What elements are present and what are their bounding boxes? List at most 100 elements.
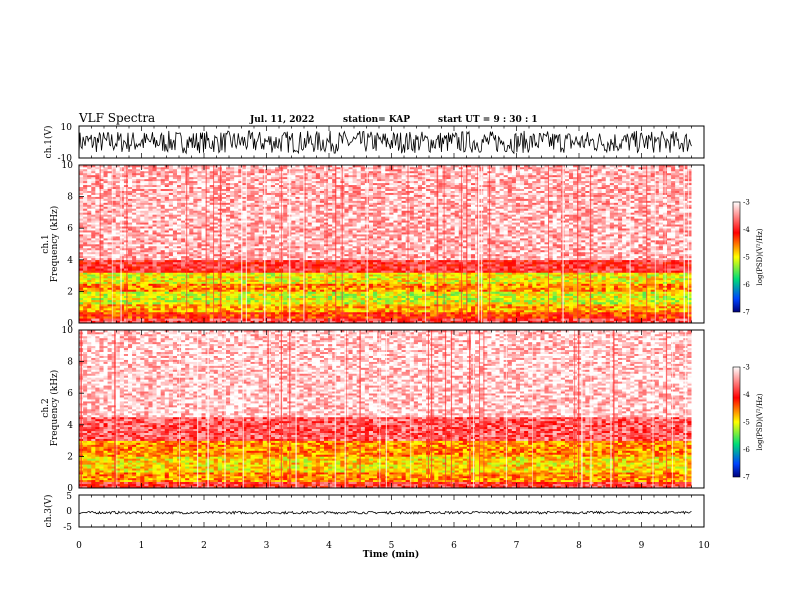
ch1-spectrogram-cell — [168, 291, 174, 294]
ch1-spectrogram-cell — [373, 301, 378, 305]
ch1-spectrogram-cell — [491, 283, 496, 286]
ch1-spectrogram-cell — [634, 283, 639, 286]
ch1-spectrogram-cell — [573, 287, 578, 290]
ch1-spectrogram-cell — [181, 287, 186, 290]
ch1-spectrogram-cell — [581, 307, 586, 311]
ch1-spectrogram-cell — [589, 285, 594, 288]
ch1-spectrogram-cell — [111, 279, 117, 282]
ch1-spectrogram-cell — [132, 274, 137, 277]
ch1-spectrogram-cell — [352, 261, 357, 265]
ch1-spectrogram-cell — [344, 277, 349, 281]
ch1-spectrogram-cell — [650, 272, 656, 275]
ch1-spectrogram-cell — [650, 270, 656, 273]
ch1-spectrogram-cell — [307, 266, 313, 269]
ch1-spectrogram-cell — [524, 320, 529, 324]
ch1-spectrogram-cell — [581, 259, 586, 263]
ch1-spectrogram-cell — [119, 297, 125, 301]
ch1-spectrogram-cell — [128, 272, 133, 275]
ch1-spectrogram-cell — [99, 289, 104, 292]
ch1-spectrogram-cell — [238, 295, 243, 299]
ch1-spectrogram-cell — [609, 304, 615, 307]
ch1-spectrogram-cell — [409, 281, 415, 284]
ch1-spectrogram-cell — [630, 291, 635, 294]
ch1-spectrogram-cell — [226, 272, 231, 275]
ch1-spectrogram-cell — [164, 289, 170, 292]
ch1-spectrogram-cell — [589, 276, 594, 279]
ch1-spectrogram-cell — [230, 266, 235, 269]
ch1-spectrogram-cell — [123, 287, 129, 290]
ch1-spectrogram-cell — [618, 309, 623, 313]
ch1-spectrogram-cell — [266, 261, 272, 265]
ch1-spectrogram-cell — [103, 289, 108, 292]
ch1-spectrogram-cell — [389, 295, 394, 299]
ch1-spectrogram-cell — [422, 264, 427, 267]
ch1-spectrogram-cell — [181, 293, 186, 296]
ch1-spectrogram-cell — [434, 264, 439, 267]
ch1-spectrogram-cell — [303, 320, 308, 324]
ch1-spectrogram-cell — [295, 306, 300, 309]
ch1-spectrogram-cell — [613, 320, 619, 324]
ch1-spectrogram-cell — [197, 314, 202, 317]
ch1-spectrogram-cell — [315, 306, 321, 309]
ch1-spectrogram-cell — [197, 318, 202, 321]
ch1-spectrogram-cell — [87, 301, 92, 305]
ch1-spectrogram-cell — [270, 318, 276, 321]
ch1-spectrogram-cell — [556, 266, 562, 269]
ch1-spectrogram-cell — [613, 291, 619, 294]
ch1-spectrogram-cell — [152, 295, 157, 299]
ch1-spectrogram-cell — [156, 320, 161, 324]
ch1-spectrogram-cell — [344, 320, 349, 324]
ch1-spectrogram-cell — [495, 261, 500, 265]
ch1-spectrogram-cell — [654, 307, 660, 311]
ch1-spectrogram-cell — [462, 318, 468, 321]
ch1-spectrogram-cell — [103, 270, 108, 273]
ch1-spectrogram-cell — [687, 272, 692, 275]
ch1-spectrogram-cell — [389, 314, 394, 317]
ch1-spectrogram-cell — [658, 257, 664, 261]
ch1-spectrogram-cell — [254, 285, 259, 288]
ch1-spectrogram-cell — [368, 281, 374, 284]
ch1-spectrogram-cell — [226, 270, 231, 273]
ch1-spectrogram-cell — [156, 266, 161, 269]
ch1-spectrogram-cell — [152, 268, 157, 271]
ch1-spectrogram-cell — [266, 318, 272, 321]
ch1-spectrogram-cell — [160, 264, 166, 267]
ch1-spectrogram-cell — [618, 311, 623, 315]
ch1-spectrogram-cell — [177, 274, 182, 277]
ch1-spectrogram-cell — [352, 293, 357, 296]
ch1-spectrogram-cell — [311, 259, 317, 263]
ch1-spectrogram-cell — [344, 316, 349, 319]
ch1-spectrogram-cell — [389, 287, 394, 290]
ch1-spectrogram-cell — [389, 304, 394, 307]
ch1-spectrogram-cell — [683, 299, 688, 303]
ch1-spectrogram-cell — [205, 253, 210, 257]
ch1-spectrogram-cell — [593, 268, 598, 271]
ch1-spectrogram-cell — [389, 274, 394, 277]
ch1-spectrogram-cell — [258, 268, 264, 271]
ch1-spectrogram-cell — [307, 264, 313, 267]
ch1-spectrogram-cell — [671, 299, 676, 303]
ch1-spectrogram-cell — [511, 276, 517, 279]
ch1-spectrogram-cell — [381, 291, 386, 294]
ch1-spectrogram-cell — [581, 293, 586, 296]
ch1-spectrogram-cell — [434, 318, 439, 321]
ch1-spectrogram-cell — [270, 291, 276, 294]
ch1-spectrogram-cell — [283, 291, 288, 294]
ch1-spectrogram-cell — [246, 287, 251, 290]
ch1-spectrogram-cell — [605, 309, 611, 313]
ch1-spectrogram-cell — [642, 276, 647, 279]
ch1-spectrogram-cell — [148, 253, 153, 257]
ch1-spectrogram-cell — [536, 316, 541, 319]
ch1-spectrogram-cell — [193, 314, 198, 317]
ch1-spectrogram-cell — [111, 316, 117, 319]
ch1-spectrogram-cell — [536, 279, 541, 282]
ch1-spectrogram-cell — [609, 272, 615, 275]
ch1-spectrogram-cell — [168, 257, 174, 261]
ch1-spectrogram-cell — [152, 285, 157, 288]
ch1-spectrogram-cell — [499, 301, 504, 305]
ch1-spectrogram-cell — [319, 316, 325, 319]
ch1-spectrogram-cell — [613, 279, 619, 282]
ch1-spectrogram-cell — [544, 311, 549, 315]
ch1-spectrogram-cell — [650, 291, 656, 294]
ch1-spectrogram-cell — [687, 276, 692, 279]
